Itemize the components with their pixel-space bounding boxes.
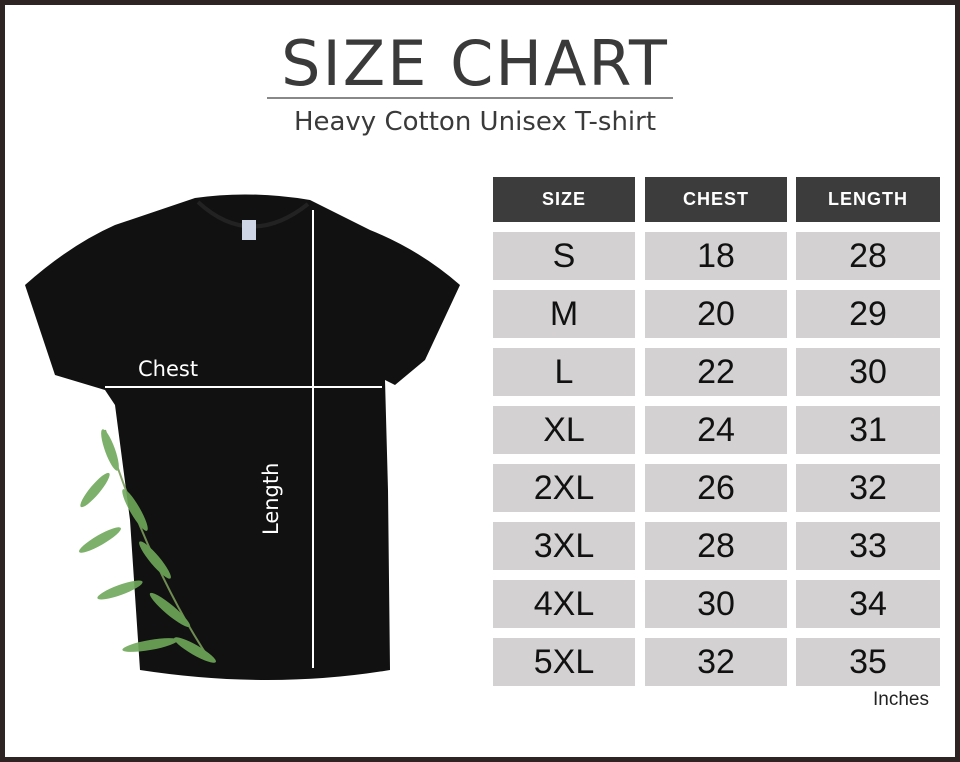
tshirt-shape — [25, 194, 460, 680]
cell-size: 2XL — [493, 464, 635, 512]
tag — [242, 220, 256, 240]
cell-length: 28 — [796, 232, 940, 280]
cell-length: 34 — [796, 580, 940, 628]
leaves-decoration — [79, 429, 216, 663]
unit-label: Inches — [873, 689, 929, 710]
cell-chest: 18 — [645, 232, 787, 280]
cell-size: L — [493, 348, 635, 396]
cell-length: 31 — [796, 406, 940, 454]
tshirt-illustration — [25, 194, 460, 680]
cell-length: 29 — [796, 290, 940, 338]
cell-chest: 24 — [645, 406, 787, 454]
cell-size: XL — [493, 406, 635, 454]
cell-chest: 28 — [645, 522, 787, 570]
page-title: SIZE CHART — [281, 27, 669, 100]
length-label: Length — [259, 462, 283, 535]
cell-length: 33 — [796, 522, 940, 570]
cell-size: S — [493, 232, 635, 280]
header-length: LENGTH — [796, 177, 940, 222]
cell-chest: 30 — [645, 580, 787, 628]
cell-length: 30 — [796, 348, 940, 396]
chest-label: Chest — [138, 357, 199, 381]
cell-chest: 22 — [645, 348, 787, 396]
cell-size: 4XL — [493, 580, 635, 628]
cell-size: 5XL — [493, 638, 635, 686]
header-size: SIZE — [493, 177, 635, 222]
size-chart-card: SIZE CHART Heavy Cotton Unisex T-shirt C… — [5, 5, 955, 757]
cell-size: M — [493, 290, 635, 338]
cell-length: 32 — [796, 464, 940, 512]
title-divider — [267, 97, 673, 99]
header-chest: CHEST — [645, 177, 787, 222]
cell-chest: 26 — [645, 464, 787, 512]
cell-length: 35 — [796, 638, 940, 686]
cell-size: 3XL — [493, 522, 635, 570]
cell-chest: 32 — [645, 638, 787, 686]
cell-chest: 20 — [645, 290, 787, 338]
page-subtitle: Heavy Cotton Unisex T-shirt — [293, 107, 657, 137]
